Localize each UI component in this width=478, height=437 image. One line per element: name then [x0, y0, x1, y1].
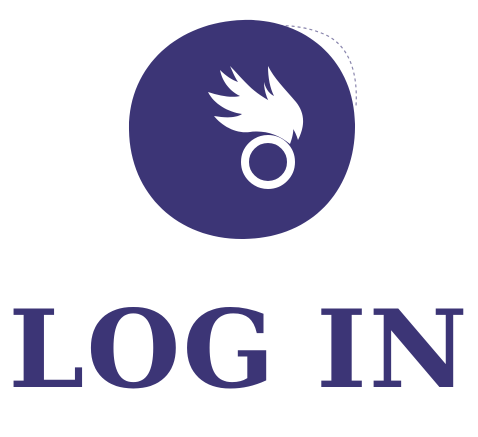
app-logo — [118, 6, 368, 256]
logo-wing — [208, 66, 294, 144]
logo-ring — [241, 135, 295, 189]
winged-ring-icon — [128, 19, 357, 240]
login-heading[interactable]: LOG IN — [8, 287, 470, 413]
logo-wing-upper — [264, 66, 304, 140]
